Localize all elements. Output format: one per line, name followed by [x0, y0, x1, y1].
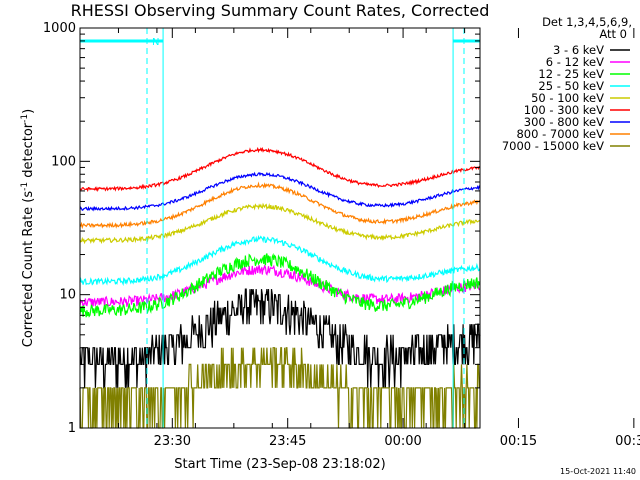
- x-tick-label: 00:00: [384, 434, 421, 449]
- x-tick-label: 23:30: [154, 434, 191, 449]
- y-tick-label: 100: [51, 154, 76, 169]
- y-axis-title-part1: Corrected Count Rate (s: [21, 191, 36, 348]
- legend-label-25-50: 25 - 50 keV: [538, 79, 604, 93]
- y-tick-label: 1000: [43, 21, 76, 36]
- y-axis-title-sup2: -1: [20, 114, 30, 123]
- y-tick-label: 10: [59, 288, 76, 303]
- series-line-800-7000: [79, 181, 481, 230]
- legend-label-7000-15000: 7000 - 15000 keV: [502, 139, 604, 153]
- x-tick-label: 00:30: [615, 434, 640, 449]
- plot-frame: [79, 27, 481, 429]
- legend-label-12-25: 12 - 25 keV: [538, 67, 604, 81]
- x-tick-label: 23:45: [269, 434, 306, 449]
- legend-attenuator: Att 0: [599, 27, 627, 41]
- legend-label-6-12: 6 - 12 keV: [546, 55, 604, 69]
- y-axis-title: Corrected Count Rate (s-1 detector-1): [20, 109, 36, 347]
- y-axis-title-part2: detector: [21, 122, 36, 182]
- series-line-50-100: [79, 202, 481, 245]
- legend-label-800-7000: 800 - 7000 keV: [516, 127, 604, 141]
- x-axis-title: Start Time (23-Sep-08 23:18:02): [174, 457, 385, 472]
- legend-detectors: Det 1,3,4,5,6,9,: [542, 15, 632, 29]
- series-layer: [79, 146, 481, 429]
- series-line-12-25: [79, 252, 481, 318]
- series-line-300-800: [79, 171, 481, 212]
- y-tick-label: 1: [68, 421, 76, 436]
- series-line-100-300: [79, 146, 481, 193]
- y-axis-title-part3: ): [21, 109, 36, 114]
- legend-label-300-800: 300 - 800 keV: [524, 115, 604, 129]
- series-line-7000-15000: [79, 347, 480, 429]
- y-axis: 1 10 100 1000: [43, 21, 480, 436]
- legend-label-3-6: 3 - 6 keV: [553, 43, 604, 57]
- x-tick-label: 00:15: [500, 434, 537, 449]
- legend-label-50-100: 50 - 100 keV: [531, 91, 604, 105]
- chart-title: RHESSI Observing Summary Count Rates, Co…: [71, 1, 490, 20]
- night-layer: N: [80, 28, 480, 428]
- night-label: N: [152, 37, 159, 48]
- legend-label-100-300: 100 - 300 keV: [524, 103, 604, 117]
- footer-timestamp: 15-Oct-2021 11:40: [560, 467, 636, 476]
- y-axis-title-sup1: -1: [20, 182, 30, 191]
